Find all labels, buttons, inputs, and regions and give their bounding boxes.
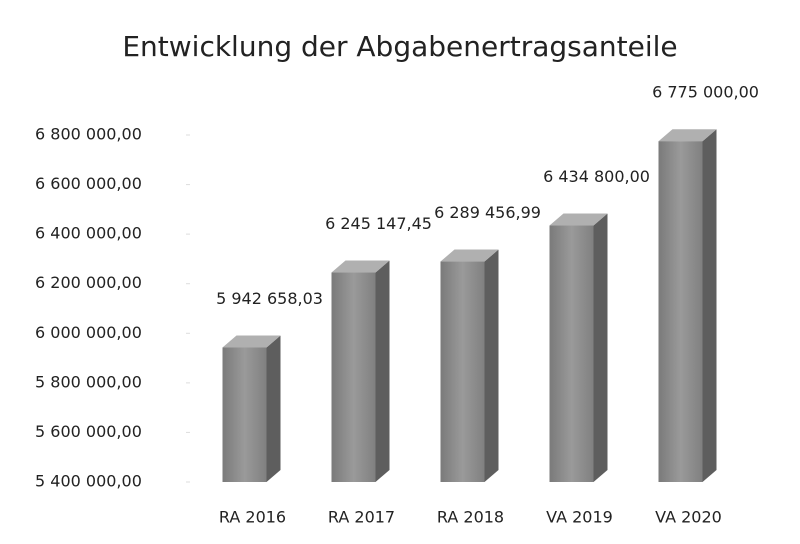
bar [658,129,717,483]
bar [331,260,390,482]
y-tick-label: 6 400 000,00 [35,224,142,243]
bar-front [222,347,267,482]
data-label: 6 245 147,45 [325,214,432,233]
data-label: 6 289 456,99 [434,203,541,222]
bar [222,335,281,482]
bar-top [549,213,608,226]
x-tick-label: RA 2017 [328,508,395,527]
bar [440,249,499,482]
bar-side [593,213,608,482]
bar-front [331,272,376,482]
x-tick-label: VA 2020 [655,508,722,527]
bar-side [484,249,499,482]
x-tick-label: RA 2018 [437,508,504,527]
bar-side [702,129,717,483]
chart-title: Entwicklung der Abgabenertragsanteile [122,30,677,63]
bar-top [658,129,717,142]
data-label: 5 942 658,03 [216,289,323,308]
bar [549,213,608,482]
y-tick-label: 5 800 000,00 [35,372,142,391]
y-tick-label: 6 800 000,00 [35,125,142,144]
bar-front [549,225,594,482]
bar-top [331,260,390,273]
x-tick-label: RA 2016 [219,508,286,527]
bar-top [222,335,281,348]
bar-side [375,260,390,482]
x-tick-label: VA 2019 [546,508,613,527]
bar-top [440,249,499,262]
bar-front [440,261,485,482]
y-tick-label: 6 600 000,00 [35,174,142,193]
y-tick-label: 6 000 000,00 [35,323,142,342]
data-label: 6 434 800,00 [543,167,650,186]
y-tick-label: 5 400 000,00 [35,472,142,491]
data-label: 6 775 000,00 [652,83,759,102]
y-tick-label: 6 200 000,00 [35,273,142,292]
y-tick-label: 5 600 000,00 [35,422,142,441]
bar-side [266,335,281,482]
bar-front [658,141,703,483]
